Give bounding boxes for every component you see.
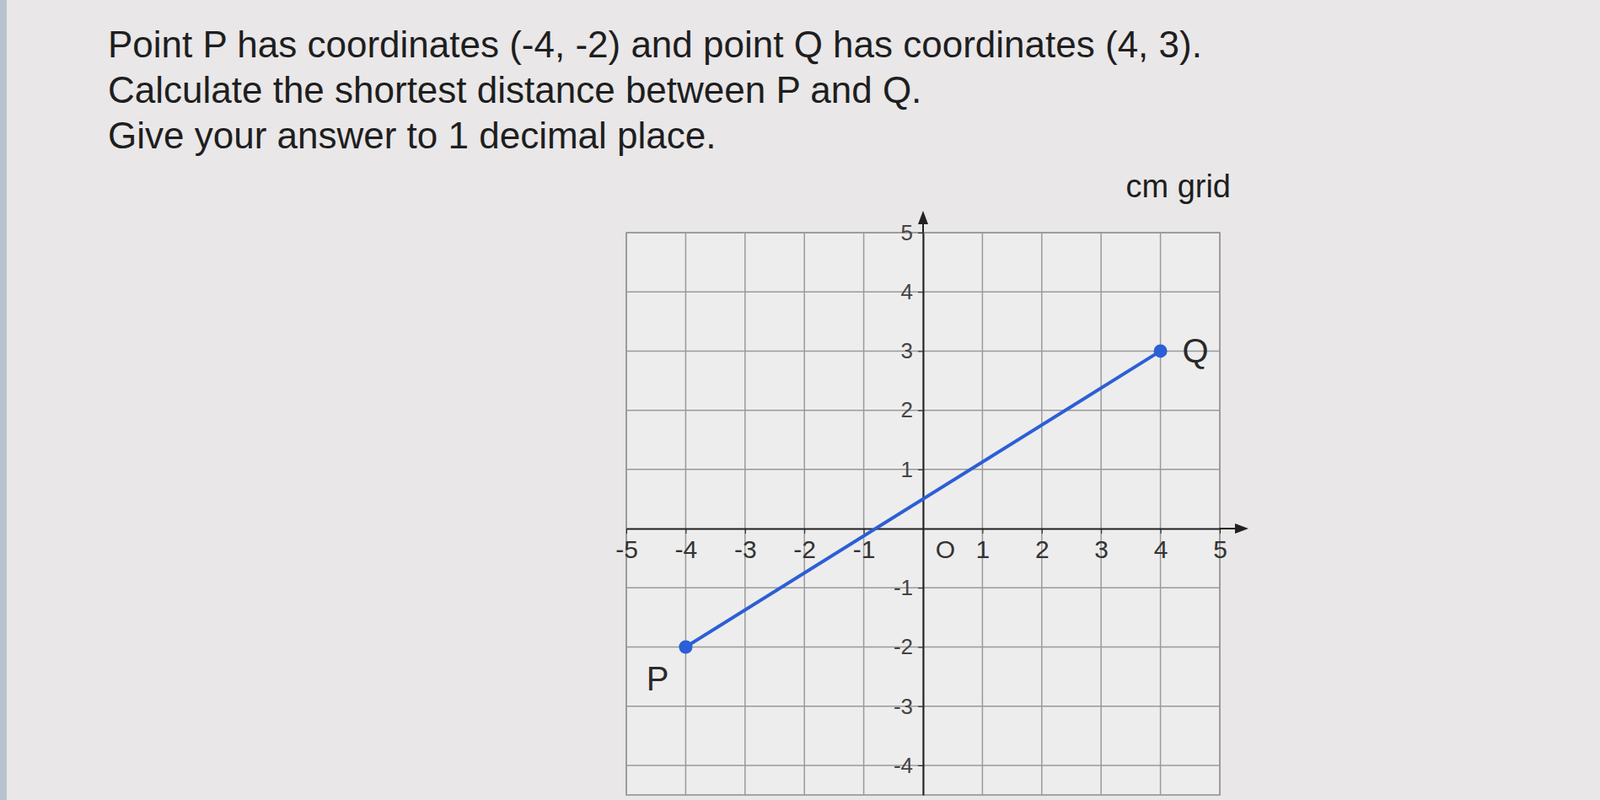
x-tick: 3 xyxy=(1094,528,1109,564)
y-tick-label: -1 xyxy=(893,574,913,601)
point xyxy=(678,639,693,654)
y-tick-label: 4 xyxy=(901,279,913,305)
x-tick-mark xyxy=(982,528,983,534)
segment xyxy=(685,350,1160,647)
y-tick: 2 xyxy=(901,397,924,423)
x-tick-label: 5 xyxy=(1213,535,1228,564)
y-axis-line xyxy=(923,233,925,796)
y-tick-mark xyxy=(918,706,924,708)
x-tick-label: -4 xyxy=(675,535,698,564)
x-tick-mark xyxy=(864,528,865,534)
x-tick-mark xyxy=(1041,528,1043,534)
x-tick: 4 xyxy=(1154,528,1169,564)
grid-line xyxy=(922,232,924,795)
y-axis-arrow xyxy=(918,210,929,225)
plot-frame xyxy=(626,232,1220,795)
grid-line xyxy=(863,232,865,795)
x-tick: -4 xyxy=(675,528,698,564)
x-axis: -5-4-3-2-1O12345 xyxy=(615,528,1228,564)
y-tick-label: 3 xyxy=(901,338,913,364)
x-tick-label: 1 xyxy=(976,535,991,564)
grid-line xyxy=(1100,232,1102,795)
question-line: Calculate the shortest distance between … xyxy=(107,69,922,111)
x-tick-mark xyxy=(745,528,747,534)
x-tick: 5 xyxy=(1213,528,1228,564)
y-tick: -1 xyxy=(893,574,924,601)
point-label: Q xyxy=(1182,332,1209,370)
x-tick: 1 xyxy=(976,528,991,564)
y-tick-mark xyxy=(918,587,924,589)
point-labels: PQ xyxy=(646,332,1209,698)
y-tick-label: -2 xyxy=(893,633,913,660)
x-tick-mark xyxy=(626,528,628,534)
y-tick-label: 2 xyxy=(901,397,913,423)
y-tick-mark xyxy=(918,410,924,412)
grid-line xyxy=(1218,232,1221,795)
question-line: Point P has coordinates (-4, -2) and poi… xyxy=(107,23,1203,65)
y-tick-label: 1 xyxy=(901,456,913,483)
y-tick: 4 xyxy=(901,279,924,305)
y-tick: 3 xyxy=(901,338,924,364)
grid-line xyxy=(982,232,984,795)
x-tick: 2 xyxy=(1035,528,1050,564)
grid-line xyxy=(625,232,628,795)
x-tick-label: 3 xyxy=(1094,535,1109,564)
plot-area xyxy=(678,343,1167,654)
grid-line xyxy=(803,232,806,795)
grid-line xyxy=(685,232,688,795)
y-tick-label: -3 xyxy=(893,693,913,720)
y-tick: 1 xyxy=(901,456,924,483)
x-axis-arrow xyxy=(1234,523,1249,534)
y-tick-mark xyxy=(918,469,924,471)
background xyxy=(0,0,1600,800)
x-tick-mark xyxy=(1160,528,1162,534)
x-tick: O xyxy=(923,528,956,564)
y-tick: -4 xyxy=(893,752,924,779)
y-tick-label: -4 xyxy=(893,752,913,779)
y-tick-mark xyxy=(918,646,924,648)
x-tick-label: -5 xyxy=(615,535,639,564)
x-tick-mark xyxy=(804,528,806,534)
y-tick: -3 xyxy=(893,693,924,720)
screen-edge xyxy=(0,0,7,800)
grid-line xyxy=(1041,232,1043,795)
x-tick-mark xyxy=(1100,528,1102,534)
grid-caption: cm grid xyxy=(1125,168,1231,205)
x-tick-label: -2 xyxy=(793,535,817,564)
y-tick-label: 5 xyxy=(901,220,913,246)
x-tick-mark xyxy=(685,528,687,534)
y-tick: -2 xyxy=(893,633,924,660)
x-tick-label: O xyxy=(935,535,956,564)
grid-line xyxy=(744,232,747,795)
page: Point P has coordinates (-4, -2) and poi… xyxy=(0,0,1600,800)
grid-line xyxy=(1159,232,1162,795)
y-tick-mark xyxy=(918,350,924,352)
x-tick-label: 2 xyxy=(1035,535,1050,564)
x-tick-label: 4 xyxy=(1154,535,1169,564)
y-tick-mark xyxy=(918,291,924,293)
grid xyxy=(626,232,1220,795)
x-tick: -2 xyxy=(793,528,817,564)
y-tick-mark xyxy=(918,765,924,767)
question-line: Give your answer to 1 decimal place. xyxy=(107,114,716,156)
x-tick-label: -3 xyxy=(734,535,758,564)
point xyxy=(1154,343,1168,358)
x-tick: -5 xyxy=(615,528,639,564)
x-tick: -3 xyxy=(734,528,758,564)
y-tick-mark xyxy=(918,232,924,234)
point-label: P xyxy=(646,660,670,698)
